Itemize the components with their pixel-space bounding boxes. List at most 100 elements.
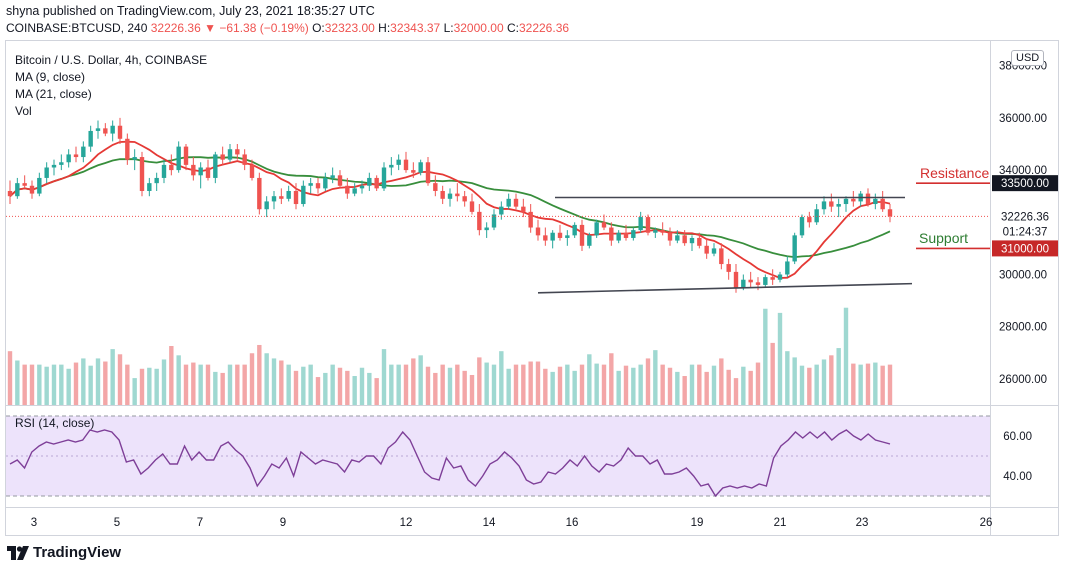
volume-bar xyxy=(733,378,739,405)
candle-body xyxy=(535,227,541,236)
volume-bar xyxy=(235,364,240,405)
volume-bar xyxy=(425,366,431,405)
volume-bar xyxy=(183,364,189,405)
volume-bar xyxy=(396,364,401,405)
price-axis-tick: 34000.00 xyxy=(999,165,1047,177)
volume-bar xyxy=(513,364,519,405)
candle-body xyxy=(792,235,797,262)
candle-body xyxy=(528,211,533,228)
candle-body xyxy=(66,154,71,163)
time-axis-tick: 3 xyxy=(31,517,37,529)
candle-body xyxy=(477,211,482,231)
rsi-legend[interactable]: RSI (14, close) xyxy=(15,416,95,430)
volume-bar xyxy=(477,357,482,405)
volume-bar xyxy=(279,360,284,405)
open-label: O: xyxy=(312,21,325,35)
lower-trendline xyxy=(537,282,913,294)
volume-bar xyxy=(799,365,805,405)
candle-body xyxy=(279,196,284,199)
volume-bar xyxy=(433,372,438,405)
candle-body xyxy=(447,193,453,199)
candle-body xyxy=(154,177,159,184)
volume-bar xyxy=(81,358,86,405)
published-by-line: shyna published on TradingView.com, July… xyxy=(6,4,375,18)
volume-bar xyxy=(301,366,306,405)
support-label: Support xyxy=(919,230,969,246)
volume-bar xyxy=(499,351,504,405)
volume-bar xyxy=(125,364,130,405)
rsi-axis-tick: 60.00 xyxy=(1003,431,1032,443)
tradingview-logo[interactable]: TradingView xyxy=(7,544,121,561)
volume-bar xyxy=(704,371,709,405)
volume-bar xyxy=(447,367,453,405)
candle-body xyxy=(455,193,460,197)
ma21-line xyxy=(9,156,891,259)
volume-bar xyxy=(198,364,203,405)
candle-body xyxy=(323,177,328,189)
volume-bar xyxy=(411,358,416,405)
volume-legend[interactable]: Vol xyxy=(15,104,32,118)
candle-body xyxy=(609,227,614,241)
candle-body xyxy=(81,146,86,158)
volume-bar xyxy=(374,378,379,405)
low-value: 32000.00 xyxy=(453,21,504,35)
candle-body xyxy=(587,235,592,246)
volume-bar xyxy=(249,353,255,405)
volume-bar xyxy=(132,378,137,405)
candle-body xyxy=(829,201,834,207)
symbol-label: COINBASE:BTCUSD, 240 xyxy=(6,21,148,35)
volume-bar xyxy=(66,368,71,405)
volume-bar xyxy=(763,308,768,405)
volume-bar xyxy=(506,368,511,405)
time-axis-tick: 5 xyxy=(114,517,120,529)
volume-bar xyxy=(213,371,218,405)
candle-body xyxy=(367,177,372,186)
currency-button[interactable]: USD xyxy=(1011,50,1045,66)
ma9-legend[interactable]: MA (9, close) xyxy=(15,70,86,84)
candle-body xyxy=(44,167,49,178)
chart-legend-title: Bitcoin / U.S. Dollar, 4h, COINBASE xyxy=(15,53,208,67)
volume-bar xyxy=(345,370,350,405)
candle-body xyxy=(169,164,174,171)
candle-body xyxy=(293,190,299,205)
candle-body xyxy=(264,201,269,210)
candle-body xyxy=(491,214,497,228)
candle-body xyxy=(132,157,137,160)
volume-bar xyxy=(887,364,893,405)
time-axis-tick: 14 xyxy=(483,517,496,529)
candle-body xyxy=(785,261,790,275)
volume-bar xyxy=(858,364,863,405)
candle-body xyxy=(37,177,42,194)
chart-frame[interactable] xyxy=(5,40,1059,536)
candle-body xyxy=(29,185,35,194)
volume-bar xyxy=(814,364,819,405)
volume-bar xyxy=(777,312,783,405)
ma21-legend[interactable]: MA (21, close) xyxy=(15,87,92,101)
candle-body xyxy=(843,198,849,205)
candle-body xyxy=(345,185,350,194)
volume-bar xyxy=(851,363,856,405)
open-value: 32323.00 xyxy=(324,21,375,35)
candle-body xyxy=(242,154,247,165)
volume-bar xyxy=(719,358,724,405)
candle-body xyxy=(396,159,401,165)
support-price-badge: 31000.00 xyxy=(1001,243,1049,255)
volume-bar xyxy=(29,364,35,405)
candle-body xyxy=(249,164,255,178)
candle-body xyxy=(433,183,438,191)
volume-bar xyxy=(792,357,797,405)
candle-body xyxy=(667,232,673,241)
candle-body xyxy=(887,209,893,217)
candle-body xyxy=(631,230,636,238)
candle-body xyxy=(337,175,343,186)
candle-body xyxy=(125,138,130,160)
volume-bar xyxy=(829,355,834,405)
candle-body xyxy=(403,159,409,171)
volume-bar xyxy=(227,364,233,405)
volume-bar xyxy=(315,377,321,405)
candle-body xyxy=(315,183,321,189)
volume-bar xyxy=(484,362,489,405)
candle-body xyxy=(601,222,607,228)
candle-body xyxy=(704,245,709,254)
